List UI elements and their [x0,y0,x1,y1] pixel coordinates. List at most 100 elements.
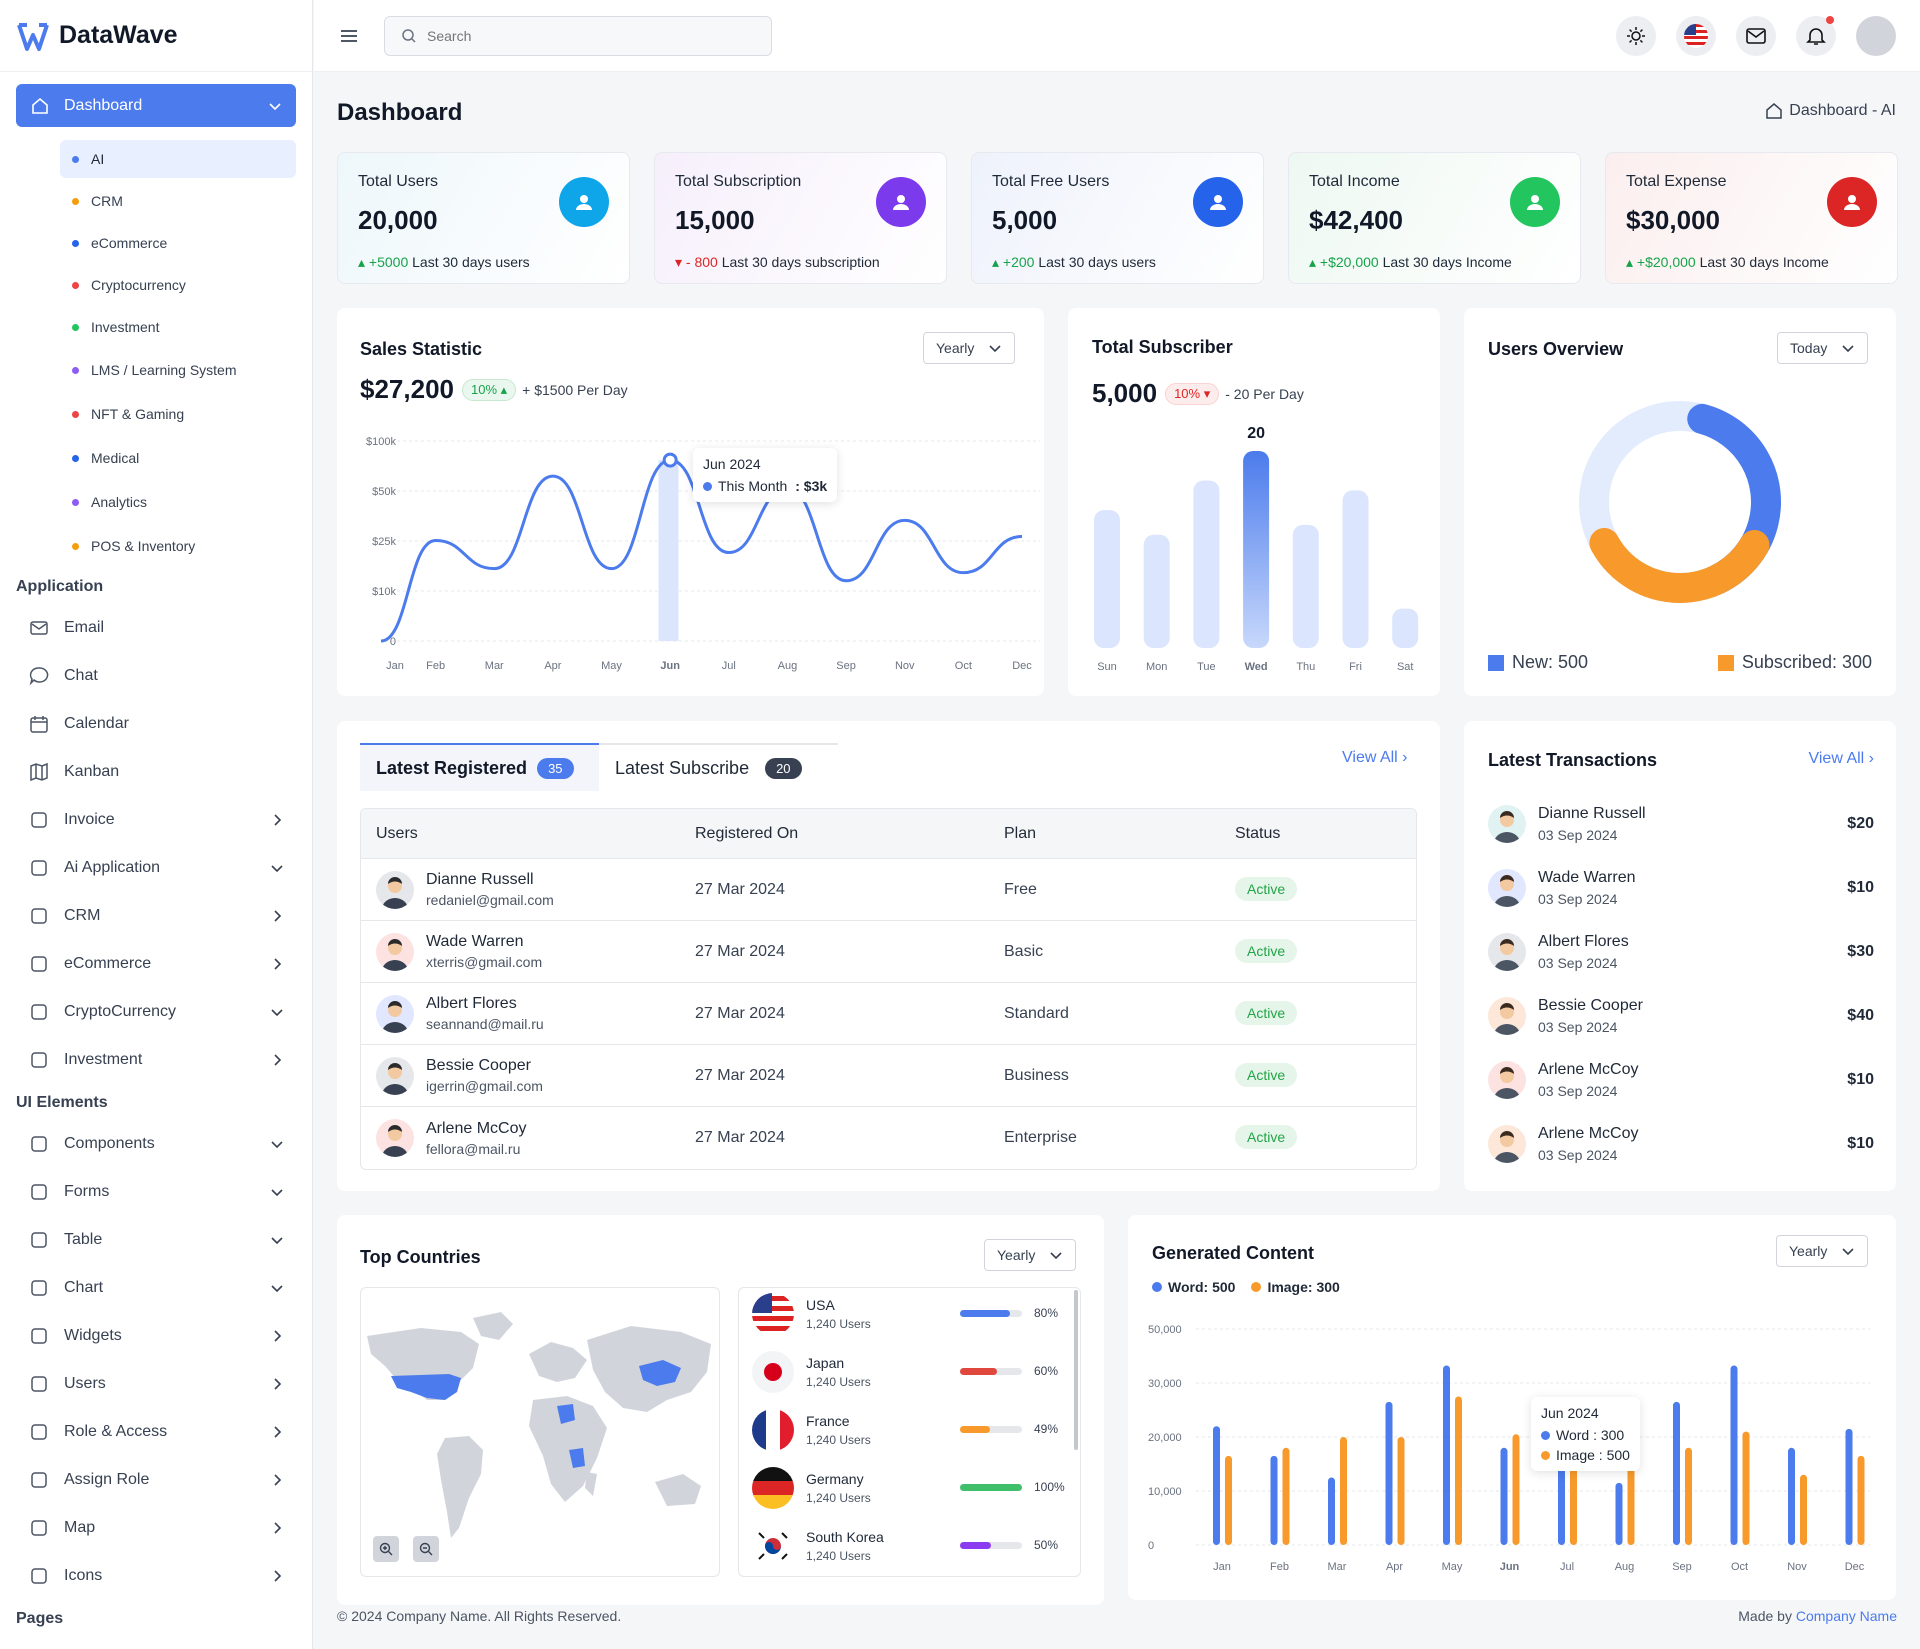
sidebar-item-forms[interactable]: Forms [28,1172,296,1212]
bar-word[interactable] [1730,1365,1738,1545]
search-box[interactable] [384,16,772,56]
sidebar-item-kanban[interactable]: Kanban [28,752,296,792]
bar-word[interactable] [1673,1401,1680,1545]
sidebar-subitem[interactable]: CRM [60,182,296,220]
table-row[interactable]: Bessie Cooper igerrin@gmail.com 27 Mar 202… [361,1045,1416,1107]
bar-word[interactable] [1443,1365,1450,1545]
zoom-out-button[interactable] [413,1536,439,1562]
country-item[interactable]: South Korea 1,240 Users 50% [752,1520,1082,1572]
zoom-in-button[interactable] [373,1536,399,1562]
bar-image[interactable] [1742,1431,1750,1545]
donut-segment-subscribed[interactable] [1563,388,1798,619]
avatar[interactable] [1856,16,1896,56]
menu-icon[interactable] [338,25,360,47]
language-button[interactable] [1676,16,1716,56]
bar-image[interactable] [1512,1434,1520,1545]
sidebar-item-table[interactable]: Table [28,1220,296,1260]
country-item[interactable]: USA 1,240 Users 80% [752,1288,1082,1340]
bar-word[interactable] [1845,1428,1853,1545]
tab-latest-registered[interactable]: Latest Registered 35 [360,743,599,791]
sidebar-item-email[interactable]: Email [28,608,296,648]
bar-word[interactable] [1558,1453,1565,1545]
transaction-item[interactable]: Dianne Russell 03 Sep 2024 $20 [1488,799,1874,849]
theme-toggle-button[interactable] [1616,16,1656,56]
bar-word[interactable] [1500,1447,1508,1545]
sidebar-item-users[interactable]: Users [28,1364,296,1404]
scrollbar[interactable] [1074,1290,1078,1450]
sales-period-dropdown[interactable]: Yearly [923,332,1016,364]
country-item[interactable]: Germany 1,240 Users 100% [752,1462,1082,1514]
table-row[interactable]: Arlene McCoy fellora@mail.ru 27 Mar 2024 En… [361,1107,1416,1169]
sidebar-item-ecommerce[interactable]: eCommerce [28,944,296,984]
bar[interactable] [1342,490,1369,648]
table-row[interactable]: Dianne Russell redaniel@gmail.com 27 Mar 2… [361,859,1416,921]
breadcrumb[interactable]: Dashboard - AI [1765,102,1896,120]
bar[interactable] [1292,524,1319,648]
transaction-item[interactable]: Wade Warren 03 Sep 2024 $10 [1488,863,1874,913]
sidebar-item-ai-application[interactable]: Ai Application [28,848,296,888]
sidebar-item-dashboard[interactable]: Dashboard [16,84,296,127]
bar[interactable] [1193,480,1220,648]
bar-word[interactable] [1213,1426,1220,1545]
sidebar-item-invoice[interactable]: Invoice [28,800,296,840]
bar-image[interactable] [1800,1474,1807,1545]
logo[interactable]: DataWave [0,0,312,72]
footer-company-link[interactable]: Company Name [1795,1608,1897,1624]
table-row[interactable]: Albert Flores seannand@mail.ru 27 Mar 2024… [361,983,1416,1045]
bar-word[interactable] [1270,1455,1278,1545]
bar-word[interactable] [1788,1447,1795,1545]
bar-image[interactable] [1225,1455,1232,1545]
country-item[interactable]: Japan 1,240 Users 60% [752,1346,1082,1398]
bar-image[interactable] [1685,1447,1692,1545]
bar-image[interactable] [1397,1437,1405,1545]
sidebar-item-chart[interactable]: Chart [28,1268,296,1308]
generated-period-dropdown[interactable]: Yearly [1776,1235,1869,1267]
sidebar-item-calendar[interactable]: Calendar [28,704,296,744]
transaction-item[interactable]: Albert Flores 03 Sep 2024 $30 [1488,927,1874,977]
bar-image[interactable] [1340,1437,1347,1545]
sidebar-subitem[interactable]: POS & Inventory [60,527,296,565]
transactions-view-all-link[interactable]: View All › [1808,750,1874,767]
bar[interactable] [1392,608,1419,648]
sidebar-item-icons[interactable]: Icons [28,1556,296,1596]
messages-button[interactable] [1736,16,1776,56]
sidebar-subitem[interactable]: Cryptocurrency [60,266,296,304]
registered-view-all-link[interactable]: View All › [1342,749,1408,766]
bar[interactable] [1094,510,1120,648]
tab-latest-subscribe[interactable]: Latest Subscribe 20 [599,743,838,791]
bar-image[interactable] [1857,1455,1865,1545]
sidebar-item-crm[interactable]: CRM [28,896,296,936]
sidebar-subitem[interactable]: Medical [60,439,296,477]
bar-image[interactable] [1455,1396,1462,1546]
sidebar-subitem[interactable]: eCommerce [60,224,296,262]
countries-period-dropdown[interactable]: Yearly [984,1239,1077,1271]
sidebar-item-widgets[interactable]: Widgets [28,1316,296,1356]
sidebar-item-map[interactable]: Map [28,1508,296,1548]
data-point[interactable] [662,452,678,468]
sidebar-subitem[interactable]: NFT & Gaming [60,395,296,433]
table-row[interactable]: Wade Warren xterris@gmail.com 27 Mar 2024 B… [361,921,1416,983]
donut-segment-new[interactable] [1575,397,1786,608]
country-item[interactable]: France 1,240 Users 49% [752,1404,1082,1456]
bar-image[interactable] [1627,1466,1635,1545]
overview-period-dropdown[interactable]: Today [1777,332,1869,364]
sidebar-item-chat[interactable]: Chat [28,656,296,696]
bar[interactable] [1243,451,1270,648]
world-map[interactable] [360,1287,720,1577]
sidebar-item-cryptocurrency[interactable]: CryptoCurrency [28,992,296,1032]
transaction-item[interactable]: Bessie Cooper 03 Sep 2024 $40 [1488,991,1874,1041]
bar-word[interactable] [1615,1482,1623,1545]
bar-image[interactable] [1282,1447,1290,1545]
transaction-item[interactable]: Arlene McCoy 03 Sep 2024 $10 [1488,1119,1874,1169]
bar-image[interactable] [1570,1450,1577,1546]
sidebar-item-investment[interactable]: Investment [28,1040,296,1080]
notifications-button[interactable] [1796,16,1836,56]
bar-word[interactable] [1385,1401,1393,1545]
bar[interactable] [1143,534,1170,648]
search-input[interactable] [427,28,727,44]
sidebar-item-components[interactable]: Components [28,1124,296,1164]
sidebar-item-assign-role[interactable]: Assign Role [28,1460,296,1500]
transaction-item[interactable]: Arlene McCoy 03 Sep 2024 $10 [1488,1055,1874,1105]
sidebar-subitem[interactable]: LMS / Learning System [60,351,296,389]
bar-word[interactable] [1328,1477,1335,1546]
